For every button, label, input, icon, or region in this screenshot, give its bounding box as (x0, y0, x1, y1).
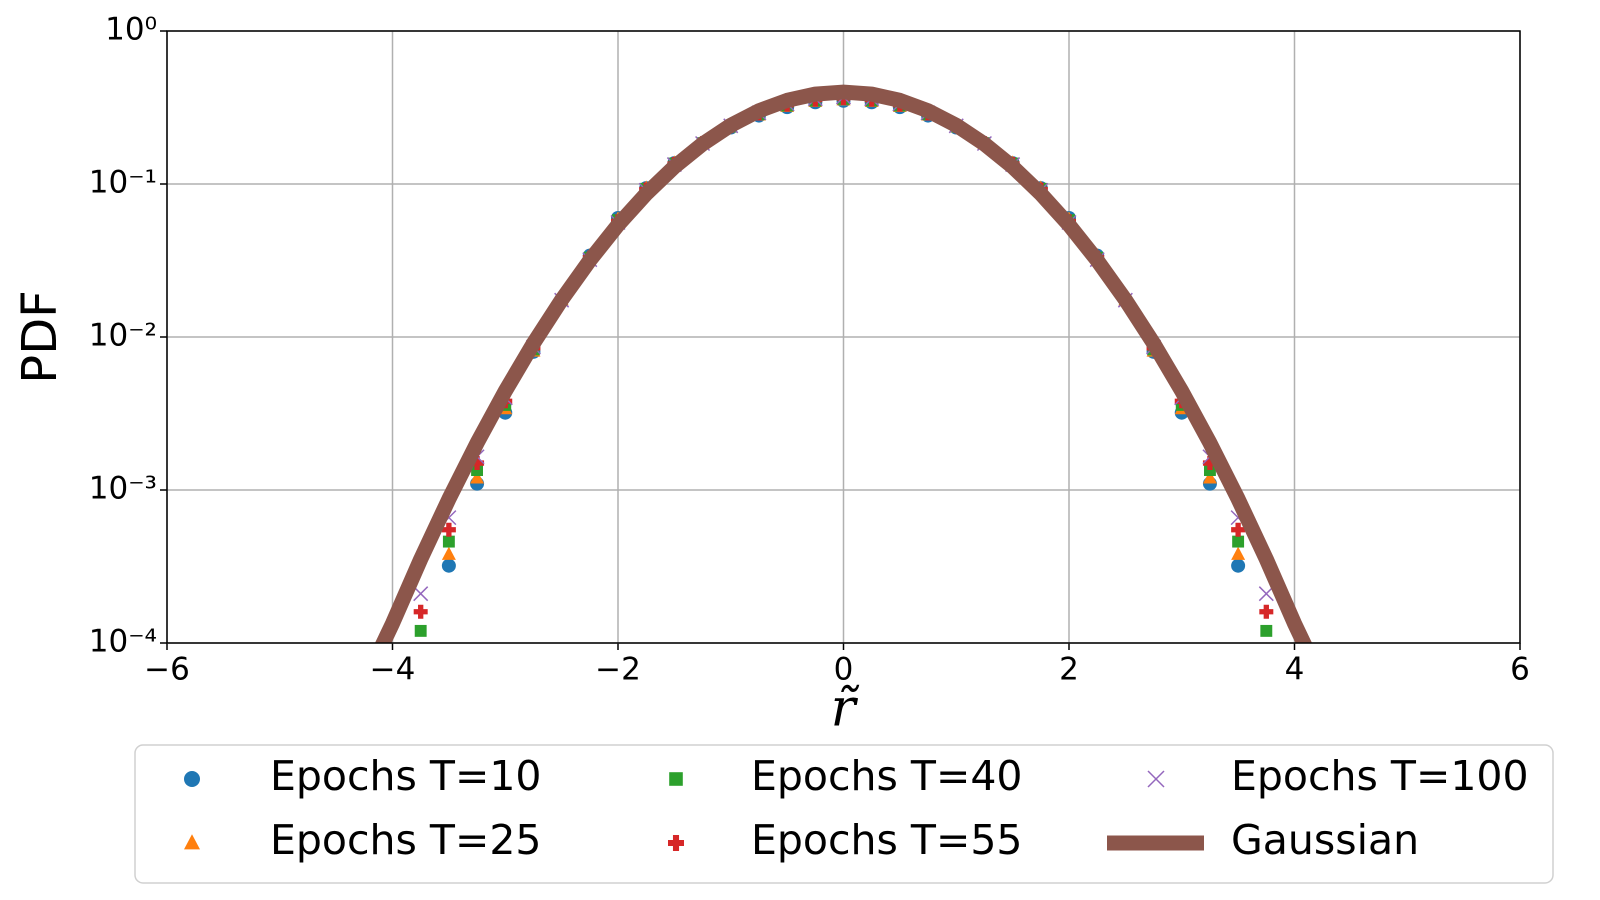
data-point (1258, 586, 1274, 602)
x-tick-label: 0 (834, 652, 854, 688)
data-point (1231, 522, 1246, 537)
data-point (413, 586, 429, 602)
x-tick-label: −6 (144, 652, 190, 688)
legend-label: Gaussian (1231, 816, 1419, 864)
y-tick-label: 10⁰ (105, 12, 157, 48)
x-axis-label: r̃ (831, 679, 860, 739)
y-tick-label: 10⁻³ (89, 471, 157, 507)
legend-label: Epochs T=40 (751, 752, 1023, 800)
data-point (441, 522, 456, 537)
data-point (1259, 655, 1273, 669)
data-point (386, 700, 400, 714)
y-tick-label: 10⁻⁴ (89, 624, 157, 660)
legend-label: Epochs T=55 (751, 816, 1023, 864)
data-point (1231, 558, 1246, 573)
data-point (414, 624, 427, 637)
legend-label: Epochs T=10 (270, 752, 542, 800)
x-tick-label: 2 (1059, 652, 1079, 688)
x-tick-label: 4 (1285, 652, 1305, 688)
x-tick-label: −4 (370, 652, 416, 688)
data-point (413, 604, 428, 619)
data-point (1259, 604, 1274, 619)
y-tick-label: 10⁻² (89, 318, 157, 354)
x-tick-label: 6 (1510, 652, 1530, 688)
x-tick-label: −2 (595, 652, 641, 688)
data-point (1289, 727, 1301, 739)
legend-label: Epochs T=25 (270, 816, 542, 864)
data-point (1260, 624, 1273, 637)
data-point (387, 727, 399, 739)
plot-frame (166, 30, 1521, 644)
legend-label: Epochs T=100 (1231, 752, 1529, 800)
data-point (1202, 456, 1217, 471)
data-point (1202, 470, 1217, 484)
data-point (1203, 464, 1216, 477)
data-point (357, 890, 371, 900)
data-point (1288, 700, 1302, 714)
plot-area (357, 84, 1330, 900)
data-point (420, 642, 422, 643)
data-point (442, 535, 455, 548)
data-point (470, 470, 485, 484)
data-point (441, 558, 456, 573)
data-point (1265, 642, 1267, 643)
legend-marker (1147, 770, 1165, 788)
legend-marker (668, 835, 685, 852)
legend-marker (184, 771, 200, 787)
data-point (1316, 890, 1330, 900)
data-point (1232, 535, 1245, 548)
legend-marker (669, 772, 683, 786)
y-tick-label: 10⁻¹ (89, 165, 157, 201)
data-point (414, 655, 428, 669)
data-line (374, 84, 1313, 643)
y-axis-label: PDF (12, 290, 68, 384)
legend-marker (184, 834, 200, 850)
data-point (470, 456, 485, 471)
data-point (471, 464, 484, 477)
data-point (1231, 546, 1246, 560)
data-point (441, 546, 456, 560)
